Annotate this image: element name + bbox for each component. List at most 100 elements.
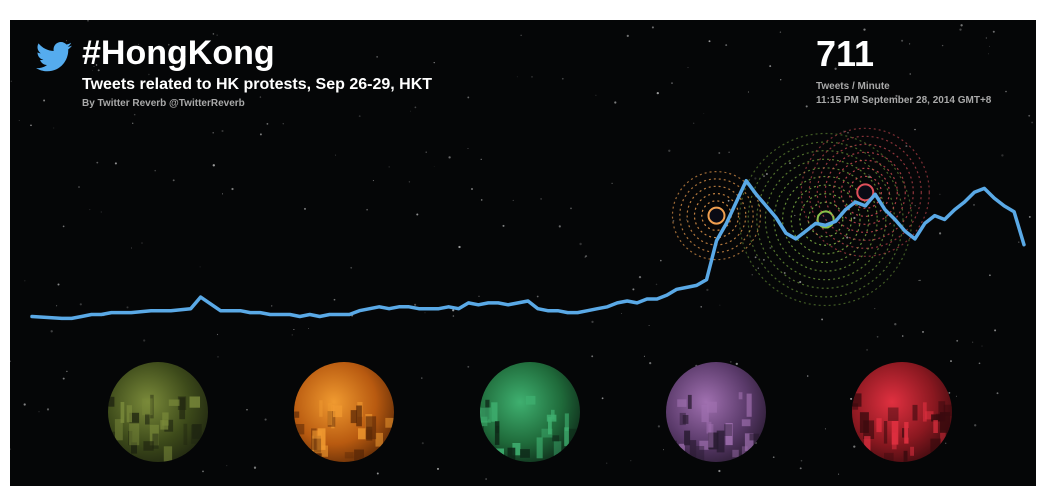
photo-city-lights[interactable] — [480, 362, 580, 462]
tweet-rate-chart[interactable] — [10, 20, 1036, 486]
star — [259, 96, 262, 98]
visualization-canvas: #HongKong Tweets related to HK protests,… — [10, 20, 1036, 486]
star — [939, 193, 941, 196]
tweet-count: 711 — [816, 33, 875, 74]
star — [93, 66, 95, 67]
tweet-rate-line[interactable] — [30, 178, 1026, 321]
star — [656, 91, 659, 95]
star — [908, 43, 911, 45]
star — [941, 44, 944, 47]
star — [372, 180, 374, 182]
star — [172, 179, 175, 182]
star — [763, 175, 765, 178]
star — [834, 67, 837, 70]
star — [202, 470, 204, 473]
star — [246, 409, 248, 411]
star — [789, 280, 791, 282]
star — [754, 177, 757, 180]
star — [757, 267, 759, 269]
star — [987, 53, 990, 55]
photo-crowd-night[interactable] — [666, 362, 766, 462]
star — [584, 256, 586, 258]
star — [266, 123, 269, 125]
star — [424, 312, 426, 314]
star — [989, 274, 991, 277]
star — [850, 397, 853, 400]
star — [536, 295, 539, 298]
star — [579, 242, 582, 246]
star — [89, 209, 91, 211]
star — [231, 187, 234, 191]
star — [601, 397, 604, 400]
star — [24, 280, 26, 282]
star — [973, 203, 975, 206]
star — [333, 298, 336, 301]
star — [914, 205, 916, 207]
star — [914, 128, 916, 131]
star — [901, 39, 904, 42]
star — [62, 377, 65, 380]
photo-red-crowd[interactable] — [852, 362, 952, 462]
star — [212, 164, 215, 167]
star — [919, 279, 921, 282]
star — [842, 130, 846, 133]
star — [291, 334, 294, 336]
star — [909, 73, 911, 75]
star — [611, 182, 613, 185]
star — [282, 123, 284, 125]
star — [1005, 90, 1007, 93]
star — [561, 77, 564, 80]
photo-riot-police[interactable] — [108, 362, 208, 462]
star — [718, 152, 721, 154]
star — [10, 448, 11, 450]
star — [448, 156, 451, 159]
star — [747, 91, 749, 93]
star — [184, 55, 186, 58]
star — [502, 224, 505, 227]
star — [470, 187, 474, 191]
star — [95, 64, 98, 66]
star — [414, 303, 417, 306]
star — [23, 403, 26, 406]
star — [53, 127, 55, 129]
star — [433, 62, 435, 64]
star — [480, 199, 483, 201]
star — [905, 145, 908, 148]
star — [358, 115, 361, 118]
star — [10, 360, 12, 363]
star — [769, 247, 772, 249]
star — [648, 325, 650, 326]
star — [1018, 241, 1020, 243]
star — [66, 370, 68, 373]
star — [651, 26, 654, 29]
star — [789, 162, 791, 165]
star — [141, 242, 143, 244]
star — [959, 28, 962, 31]
star — [38, 411, 40, 413]
star — [452, 315, 455, 317]
hashtag-title: #HongKong — [82, 34, 275, 72]
star — [458, 245, 461, 249]
star — [863, 28, 866, 31]
star — [425, 151, 427, 153]
star — [421, 377, 423, 379]
star — [894, 323, 897, 326]
star — [1001, 154, 1004, 157]
star — [824, 428, 826, 430]
star — [620, 313, 622, 315]
chart-subtitle: Tweets related to HK protests, Sep 26-29… — [82, 76, 433, 93]
star — [950, 360, 952, 363]
star — [668, 149, 671, 152]
star — [271, 305, 273, 307]
photo-tear-gas[interactable] — [294, 362, 394, 462]
star — [132, 122, 134, 124]
star — [638, 275, 642, 279]
star — [410, 110, 411, 112]
star — [259, 133, 262, 136]
star — [779, 31, 782, 33]
star — [91, 69, 93, 71]
star — [978, 362, 981, 365]
star — [516, 76, 518, 78]
star — [729, 361, 732, 363]
star — [436, 467, 440, 470]
